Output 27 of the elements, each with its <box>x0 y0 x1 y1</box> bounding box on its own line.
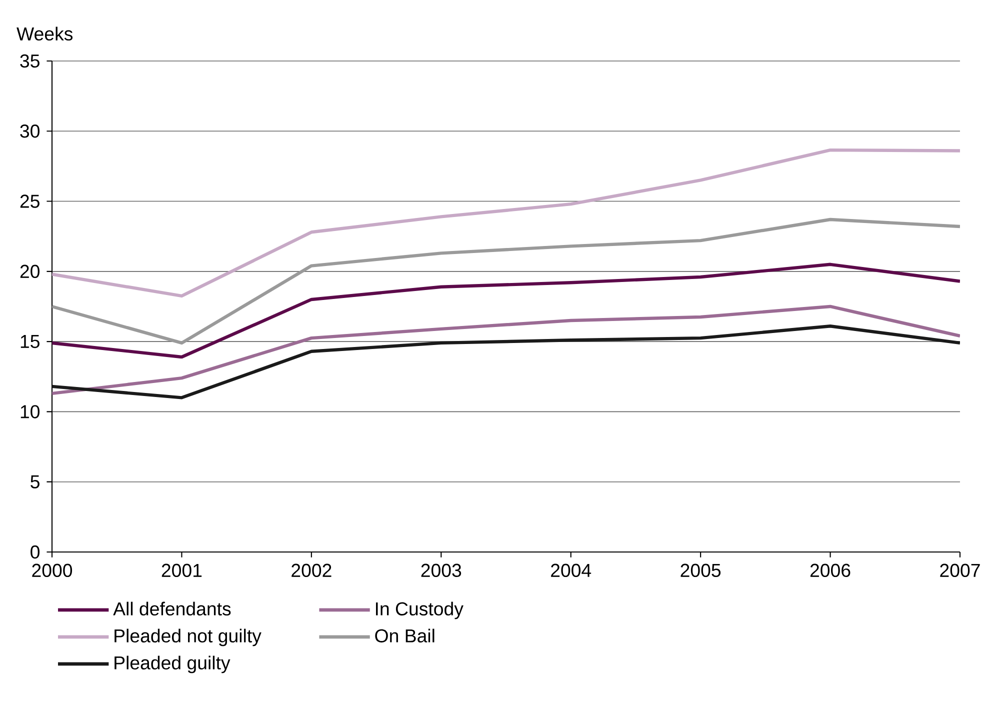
line-series <box>52 148 960 298</box>
legend-label: Pleaded guilty <box>114 656 230 674</box>
line-series <box>52 262 960 359</box>
y-tick-label: 25 <box>20 194 40 208</box>
y-tick-label: 0 <box>30 545 40 559</box>
x-tick-label: 2004 <box>551 564 592 578</box>
x-tick-label: 2000 <box>32 564 72 578</box>
x-tick-label: 2001 <box>162 564 202 578</box>
y-tick-label: 35 <box>20 54 40 68</box>
y-tick-label: 15 <box>20 335 40 348</box>
x-tick-label: 2002 <box>292 564 332 578</box>
x-tick-label: 2006 <box>810 564 850 578</box>
y-tick-label: 20 <box>20 264 40 278</box>
line-series <box>52 218 960 345</box>
legend-label: On Bail <box>375 628 434 642</box>
y-axis-title: Weeks <box>16 26 73 41</box>
y-tick-label: 30 <box>20 124 40 138</box>
line-series <box>52 304 960 396</box>
line-series <box>52 324 960 400</box>
x-tick-label: 2005 <box>680 564 721 578</box>
y-tick-label: 5 <box>30 475 40 488</box>
x-tick-label: 2007 <box>940 564 980 578</box>
y-tick-label: 10 <box>20 405 40 418</box>
x-tick-label: 2003 <box>421 564 462 578</box>
legend-label: All defendants <box>113 602 231 616</box>
legend-label: Pleaded not guilty <box>114 628 262 646</box>
legend-label: In Custody <box>376 602 464 620</box>
